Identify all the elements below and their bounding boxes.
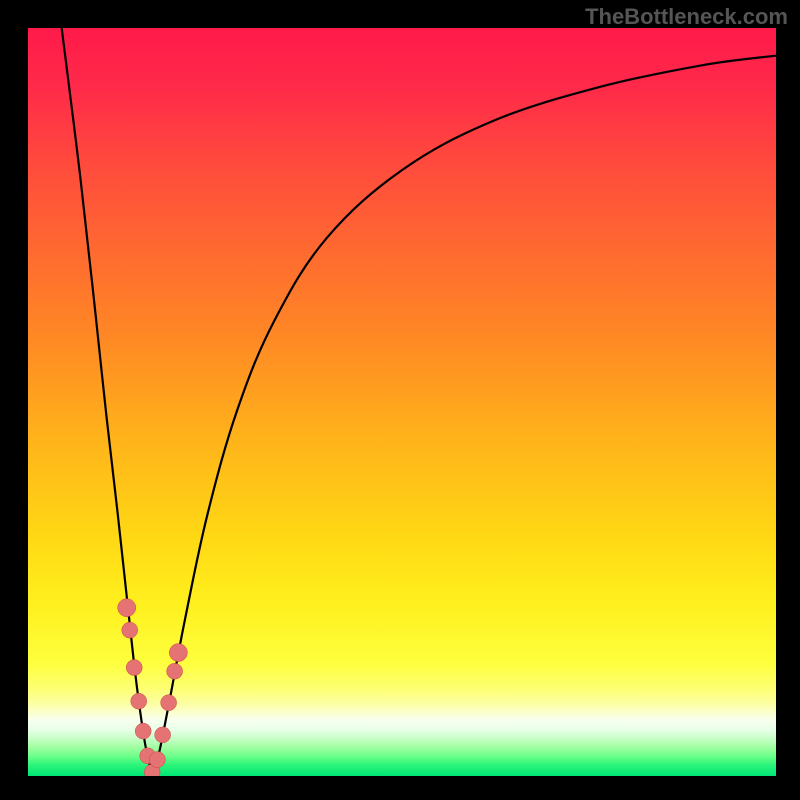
chart-container: TheBottleneck.com bbox=[0, 0, 800, 800]
marker-dot bbox=[149, 752, 165, 768]
marker-dot bbox=[135, 723, 151, 739]
curve-layer bbox=[28, 28, 776, 776]
marker-dot bbox=[161, 695, 177, 711]
marker-endcap bbox=[169, 644, 187, 662]
marker-dot bbox=[131, 693, 147, 709]
marker-dot bbox=[122, 622, 138, 638]
watermark-text: TheBottleneck.com bbox=[585, 6, 788, 28]
plot-area bbox=[28, 28, 776, 776]
marker-dot bbox=[167, 663, 183, 679]
curve-right-branch bbox=[152, 56, 776, 774]
marker-endcap bbox=[118, 599, 136, 617]
marker-dot bbox=[155, 727, 171, 743]
marker-dot bbox=[126, 660, 142, 676]
